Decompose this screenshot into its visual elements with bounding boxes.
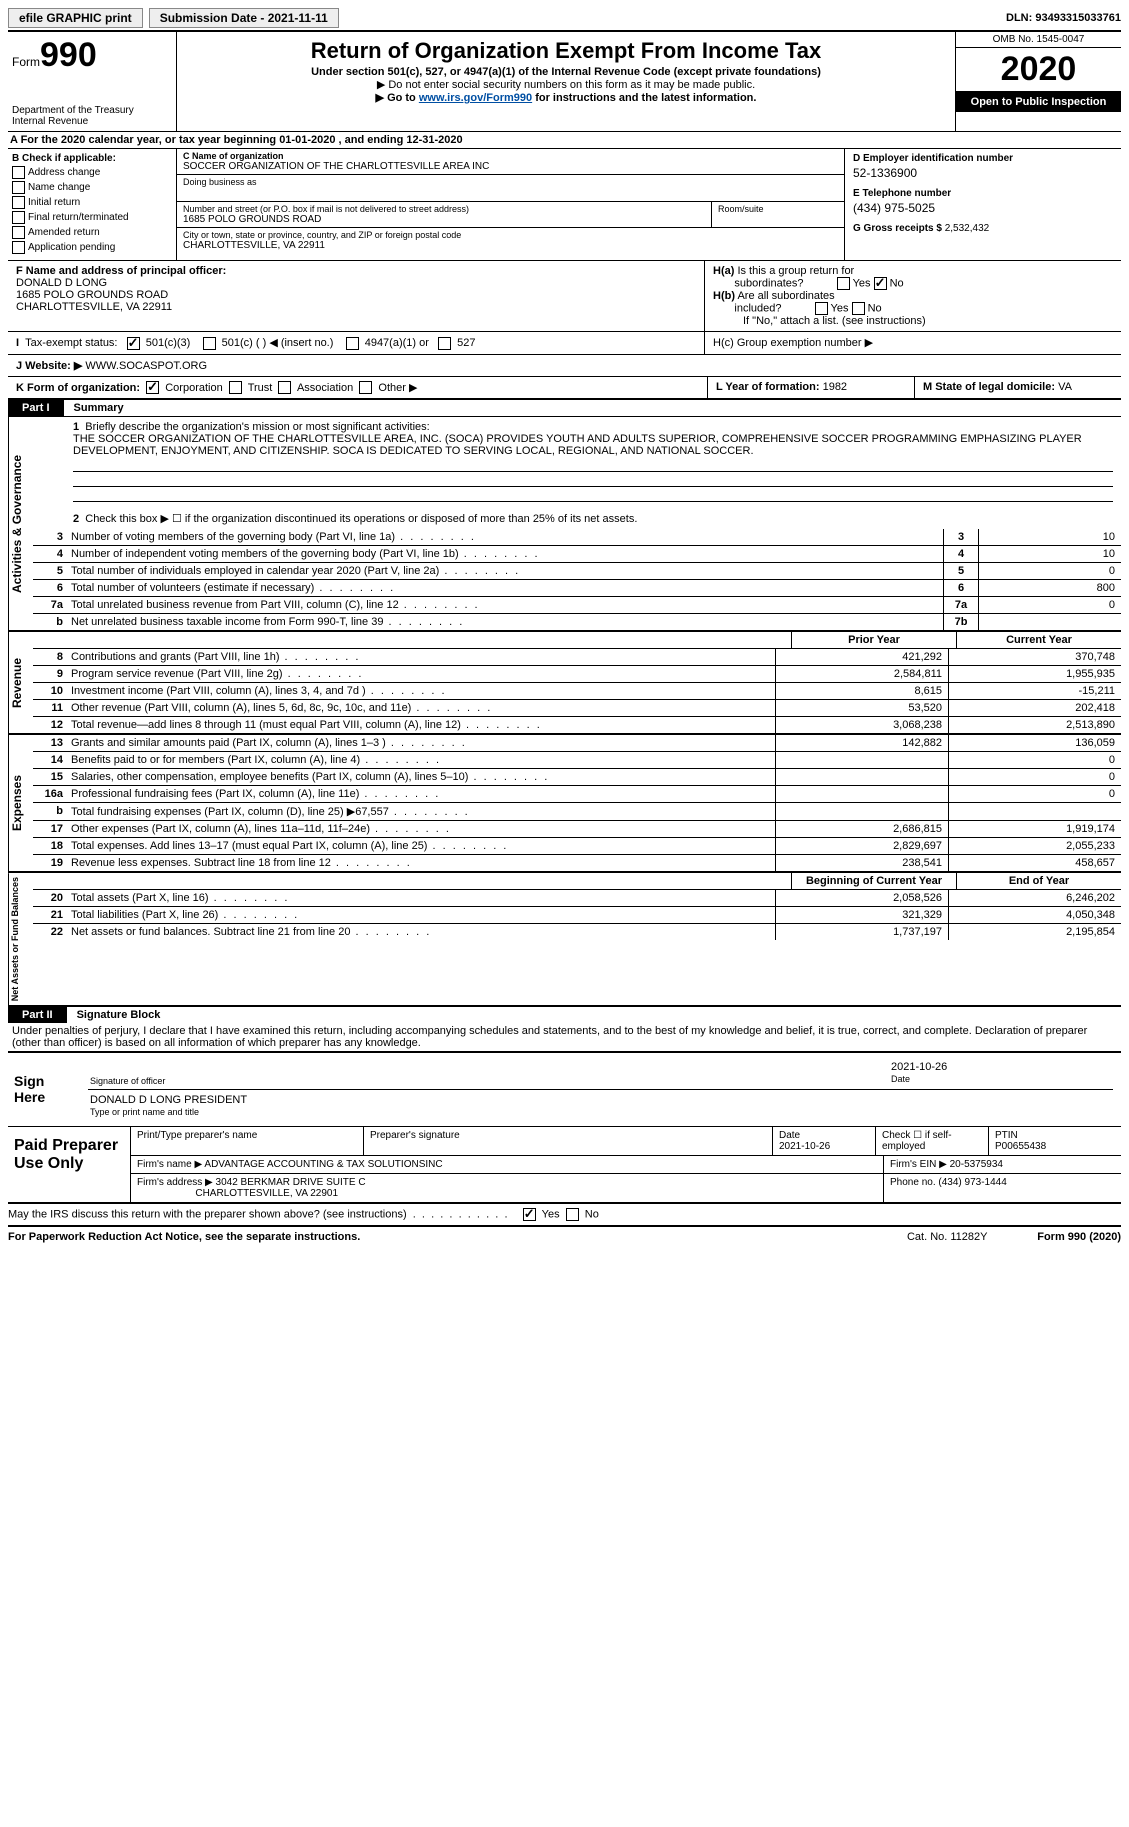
- hb-yes[interactable]: [815, 302, 828, 315]
- hb-no[interactable]: [852, 302, 865, 315]
- activities-governance: Activities & Governance 1 Briefly descri…: [8, 416, 1121, 630]
- section-b-g: B Check if applicable: Address change Na…: [8, 149, 1121, 261]
- expense-line: bTotal fundraising expenses (Part IX, co…: [33, 803, 1121, 821]
- chk-final[interactable]: [12, 211, 25, 224]
- irs-link[interactable]: www.irs.gov/Form990: [419, 92, 532, 104]
- irs-label: Internal Revenue: [12, 116, 172, 127]
- ein: 52-1336900: [853, 166, 1113, 180]
- efile-button[interactable]: efile GRAPHIC print: [8, 8, 143, 28]
- part-1-header: Part I Summary: [8, 400, 1121, 416]
- form-note-2: ▶ Go to www.irs.gov/Form990 for instruct…: [187, 91, 945, 104]
- expense-line: 14Benefits paid to or for members (Part …: [33, 752, 1121, 769]
- firm-address: 3042 BERKMAR DRIVE SUITE C: [216, 1177, 366, 1188]
- chk-address[interactable]: [12, 166, 25, 179]
- expense-line: 16aProfessional fundraising fees (Part I…: [33, 786, 1121, 803]
- firm-name: ADVANTAGE ACCOUNTING & TAX SOLUTIONSINC: [204, 1159, 442, 1170]
- open-public-inspection: Open to Public Inspection: [956, 92, 1121, 112]
- form-note-1: ▶ Do not enter social security numbers o…: [187, 78, 945, 91]
- net-assets-line: 20Total assets (Part X, line 16)2,058,52…: [33, 890, 1121, 907]
- net-assets-line: 22Net assets or fund balances. Subtract …: [33, 924, 1121, 940]
- chk-other[interactable]: [359, 381, 372, 394]
- gov-line: bNet unrelated business taxable income f…: [33, 614, 1121, 630]
- officer-printed-name: DONALD D LONG PRESIDENT: [90, 1094, 247, 1106]
- street-address: 1685 POLO GROUNDS ROAD: [183, 214, 705, 225]
- chk-501c3[interactable]: [127, 337, 140, 350]
- expense-line: 13Grants and similar amounts paid (Part …: [33, 735, 1121, 752]
- chk-4947[interactable]: [346, 337, 359, 350]
- check-applicable: B Check if applicable: Address change Na…: [8, 149, 177, 260]
- revenue-section: Revenue Prior Year Current Year 8Contrib…: [8, 630, 1121, 733]
- firm-phone: (434) 973-1444: [938, 1177, 1006, 1188]
- part-2-header: Part II Signature Block: [8, 1007, 1121, 1023]
- officer-name: DONALD D LONG: [16, 277, 696, 289]
- omb-number: OMB No. 1545-0047: [956, 32, 1121, 48]
- discuss-no[interactable]: [566, 1208, 579, 1221]
- org-name: SOCCER ORGANIZATION OF THE CHARLOTTESVIL…: [183, 161, 838, 172]
- chk-pending[interactable]: [12, 241, 25, 254]
- form-title: Return of Organization Exempt From Incom…: [187, 38, 945, 64]
- revenue-line: 12Total revenue—add lines 8 through 11 (…: [33, 717, 1121, 733]
- chk-501c[interactable]: [203, 337, 216, 350]
- footer-row: For Paperwork Reduction Act Notice, see …: [8, 1227, 1121, 1247]
- sign-here-block: Sign Here Signature of officer 2021-10-2…: [8, 1051, 1121, 1127]
- chk-initial[interactable]: [12, 196, 25, 209]
- website: WWW.SOCASPOT.ORG: [85, 360, 207, 372]
- top-toolbar: efile GRAPHIC print Submission Date - 20…: [8, 8, 1121, 28]
- sig-date: 2021-10-26: [891, 1061, 947, 1073]
- city-state-zip: CHARLOTTESVILLE, VA 22911: [183, 240, 838, 251]
- row-i: I Tax-exempt status: 501(c)(3) 501(c) ( …: [8, 332, 1121, 355]
- chk-527[interactable]: [438, 337, 451, 350]
- row-j: J Website: ▶ WWW.SOCASPOT.ORG: [8, 355, 1121, 377]
- expenses-section: Expenses 13Grants and similar amounts pa…: [8, 733, 1121, 871]
- gov-line: 6Total number of volunteers (estimate if…: [33, 580, 1121, 597]
- chk-corp[interactable]: [146, 381, 159, 394]
- gov-line: 4Number of independent voting members of…: [33, 546, 1121, 563]
- chk-trust[interactable]: [229, 381, 242, 394]
- discuss-row: May the IRS discuss this return with the…: [8, 1204, 1121, 1227]
- expense-line: 15Salaries, other compensation, employee…: [33, 769, 1121, 786]
- gov-line: 5Total number of individuals employed in…: [33, 563, 1121, 580]
- phone: (434) 975-5025: [853, 201, 1113, 215]
- net-assets-section: Net Assets or Fund Balances Beginning of…: [8, 871, 1121, 1007]
- state-domicile: VA: [1058, 381, 1072, 393]
- dln-label: DLN: 93493315033761: [1006, 12, 1121, 24]
- paid-preparer-block: Paid Preparer Use Only Print/Type prepar…: [8, 1127, 1121, 1204]
- dba-value: [183, 187, 838, 199]
- year-formation: 1982: [823, 381, 847, 393]
- discuss-yes[interactable]: [523, 1208, 536, 1221]
- period-row: A For the 2020 calendar year, or tax yea…: [8, 131, 1121, 149]
- expense-line: 18Total expenses. Add lines 13–17 (must …: [33, 838, 1121, 855]
- mission-text: THE SOCCER ORGANIZATION OF THE CHARLOTTE…: [73, 433, 1113, 457]
- ha-no[interactable]: [874, 277, 887, 290]
- form-subtitle: Under section 501(c), 527, or 4947(a)(1)…: [187, 66, 945, 78]
- chk-amended[interactable]: [12, 226, 25, 239]
- revenue-line: 11Other revenue (Part VIII, column (A), …: [33, 700, 1121, 717]
- ha-yes[interactable]: [837, 277, 850, 290]
- perjury-statement: Under penalties of perjury, I declare th…: [8, 1023, 1121, 1051]
- ptin: P00655438: [995, 1141, 1046, 1152]
- gov-line: 7aTotal unrelated business revenue from …: [33, 597, 1121, 614]
- firm-ein: 20-5375934: [950, 1159, 1003, 1170]
- chk-name[interactable]: [12, 181, 25, 194]
- revenue-line: 8Contributions and grants (Part VIII, li…: [33, 649, 1121, 666]
- row-f-h: F Name and address of principal officer:…: [8, 261, 1121, 332]
- expense-line: 19Revenue less expenses. Subtract line 1…: [33, 855, 1121, 871]
- department-label: Department of the Treasury: [12, 105, 172, 116]
- tax-year: 2020: [956, 48, 1121, 92]
- revenue-line: 10Investment income (Part VIII, column (…: [33, 683, 1121, 700]
- gov-line: 3Number of voting members of the governi…: [33, 529, 1121, 546]
- form-header: Form990 Department of the Treasury Inter…: [8, 30, 1121, 131]
- chk-assoc[interactable]: [278, 381, 291, 394]
- row-klm: K Form of organization: Corporation Trus…: [8, 377, 1121, 401]
- revenue-line: 9Program service revenue (Part VIII, lin…: [33, 666, 1121, 683]
- form-number: Form990: [12, 36, 172, 75]
- net-assets-line: 21Total liabilities (Part X, line 26)321…: [33, 907, 1121, 924]
- submission-date: Submission Date - 2021-11-11: [149, 8, 339, 28]
- gross-receipts: 2,532,432: [945, 223, 990, 234]
- expense-line: 17Other expenses (Part IX, column (A), l…: [33, 821, 1121, 838]
